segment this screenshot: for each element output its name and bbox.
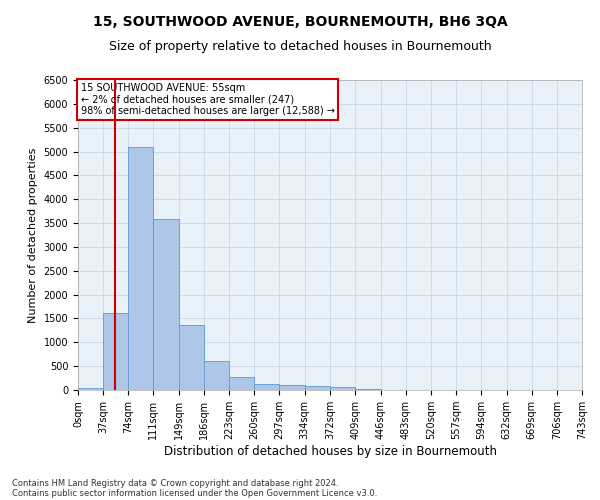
Bar: [331, 388, 355, 390]
X-axis label: Distribution of detached houses by size in Bournemouth: Distribution of detached houses by size …: [163, 445, 497, 458]
Bar: [179, 324, 204, 390]
Bar: [103, 312, 128, 390]
Bar: [153, 220, 179, 390]
Text: Size of property relative to detached houses in Bournemouth: Size of property relative to detached ho…: [109, 40, 491, 53]
Bar: [355, 389, 380, 390]
Bar: [229, 377, 254, 390]
Bar: [254, 384, 280, 390]
Text: Contains public sector information licensed under the Open Government Licence v3: Contains public sector information licen…: [12, 488, 377, 498]
Bar: [204, 362, 229, 390]
Text: Contains HM Land Registry data © Crown copyright and database right 2024.: Contains HM Land Registry data © Crown c…: [12, 478, 338, 488]
Text: 15 SOUTHWOOD AVENUE: 55sqm
← 2% of detached houses are smaller (247)
98% of semi: 15 SOUTHWOOD AVENUE: 55sqm ← 2% of detac…: [80, 83, 335, 116]
Text: 15, SOUTHWOOD AVENUE, BOURNEMOUTH, BH6 3QA: 15, SOUTHWOOD AVENUE, BOURNEMOUTH, BH6 3…: [92, 15, 508, 29]
Bar: [280, 385, 305, 390]
Bar: [128, 147, 153, 390]
Bar: [78, 388, 103, 390]
Bar: [305, 386, 331, 390]
Y-axis label: Number of detached properties: Number of detached properties: [28, 148, 38, 322]
